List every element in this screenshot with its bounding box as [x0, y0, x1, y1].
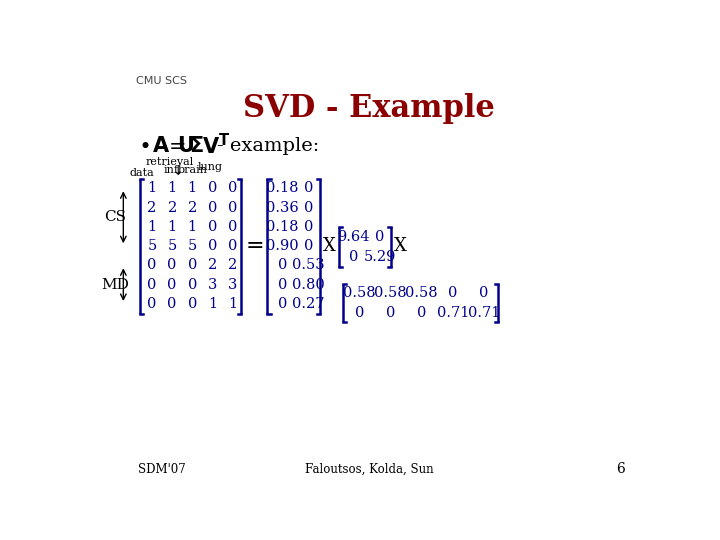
Text: 0: 0	[348, 250, 358, 264]
Text: 3: 3	[208, 278, 217, 292]
Text: CS: CS	[104, 210, 127, 224]
Text: 0: 0	[448, 287, 457, 300]
Text: 0: 0	[148, 258, 157, 272]
Text: 0.53: 0.53	[292, 258, 325, 272]
Text: 9.64: 9.64	[337, 230, 370, 244]
Text: 1: 1	[148, 220, 156, 234]
Text: 1: 1	[148, 181, 156, 195]
Text: 0: 0	[208, 201, 217, 214]
Text: CMU SCS: CMU SCS	[137, 76, 187, 85]
Text: X: X	[395, 237, 408, 255]
Text: =: =	[246, 235, 264, 257]
Text: 0: 0	[277, 258, 287, 272]
Text: MD: MD	[102, 278, 130, 292]
Text: 0.36: 0.36	[266, 201, 299, 214]
Text: 0.58: 0.58	[343, 287, 376, 300]
Text: 0: 0	[277, 278, 287, 292]
Text: 0: 0	[355, 306, 364, 320]
Text: 0.71: 0.71	[467, 306, 500, 320]
Text: 0: 0	[386, 306, 395, 320]
Text: 1: 1	[188, 220, 197, 234]
Text: 0: 0	[479, 287, 488, 300]
Text: brain: brain	[178, 165, 208, 174]
Text: 0.18: 0.18	[266, 220, 299, 234]
Text: $\mathbf{A}$: $\mathbf{A}$	[152, 136, 170, 156]
Text: inf.: inf.	[163, 165, 181, 174]
Text: 0: 0	[188, 258, 197, 272]
Text: 5.29: 5.29	[364, 250, 396, 264]
Text: 0: 0	[304, 239, 313, 253]
Text: Faloutsos, Kolda, Sun: Faloutsos, Kolda, Sun	[305, 463, 433, 476]
Text: 0.18: 0.18	[266, 181, 299, 195]
Text: 0: 0	[304, 220, 313, 234]
Text: $\bullet$: $\bullet$	[138, 136, 150, 155]
Text: 2: 2	[208, 258, 217, 272]
Text: 2: 2	[168, 201, 177, 214]
Text: 3: 3	[228, 278, 238, 292]
Text: 0: 0	[228, 239, 238, 253]
Text: 1: 1	[228, 297, 237, 311]
Text: $\mathbf{U}$: $\mathbf{U}$	[177, 136, 194, 156]
Text: 0: 0	[304, 201, 313, 214]
Text: 1: 1	[188, 181, 197, 195]
Text: 0: 0	[228, 220, 238, 234]
Text: 0: 0	[168, 297, 177, 311]
Text: 0: 0	[188, 297, 197, 311]
Text: 0: 0	[304, 181, 313, 195]
Text: 0.58: 0.58	[405, 287, 438, 300]
Text: 5: 5	[168, 239, 177, 253]
Text: 0.58: 0.58	[374, 287, 407, 300]
Text: data: data	[130, 167, 154, 178]
Text: 0: 0	[228, 201, 238, 214]
Text: 0: 0	[168, 278, 177, 292]
Text: $\mathbf{\Sigma}$: $\mathbf{\Sigma}$	[189, 136, 204, 156]
Text: 6: 6	[616, 462, 625, 476]
Text: - example:: - example:	[217, 137, 320, 154]
Text: 5: 5	[148, 239, 157, 253]
Text: 1: 1	[168, 220, 176, 234]
Text: 5: 5	[188, 239, 197, 253]
Text: 0: 0	[208, 181, 217, 195]
Text: lung: lung	[197, 162, 222, 172]
Text: SVD - Example: SVD - Example	[243, 93, 495, 124]
Text: 2: 2	[148, 201, 157, 214]
Text: 2: 2	[188, 201, 197, 214]
Text: 0.90: 0.90	[266, 239, 299, 253]
Text: $\downarrow$: $\downarrow$	[170, 164, 182, 178]
Text: 1: 1	[208, 297, 217, 311]
Text: 0: 0	[148, 278, 157, 292]
Text: 0: 0	[277, 297, 287, 311]
Text: 0.71: 0.71	[436, 306, 469, 320]
Text: 0: 0	[188, 278, 197, 292]
Text: SDM'07: SDM'07	[138, 463, 186, 476]
Text: 0: 0	[148, 297, 157, 311]
Text: 0.80: 0.80	[292, 278, 325, 292]
Text: 1: 1	[168, 181, 176, 195]
Text: 0: 0	[228, 181, 238, 195]
Text: $\mathbf{V}^{\mathbf{T}}$: $\mathbf{V}^{\mathbf{T}}$	[202, 133, 230, 158]
Text: 0: 0	[208, 239, 217, 253]
Text: retrieval: retrieval	[145, 157, 194, 167]
Text: 0.27: 0.27	[292, 297, 325, 311]
Text: 0: 0	[168, 258, 177, 272]
Text: 0: 0	[208, 220, 217, 234]
Text: 2: 2	[228, 258, 237, 272]
Text: 0: 0	[417, 306, 426, 320]
Text: $=$: $=$	[163, 136, 185, 155]
Text: X: X	[323, 237, 336, 255]
Text: 0: 0	[375, 230, 384, 244]
